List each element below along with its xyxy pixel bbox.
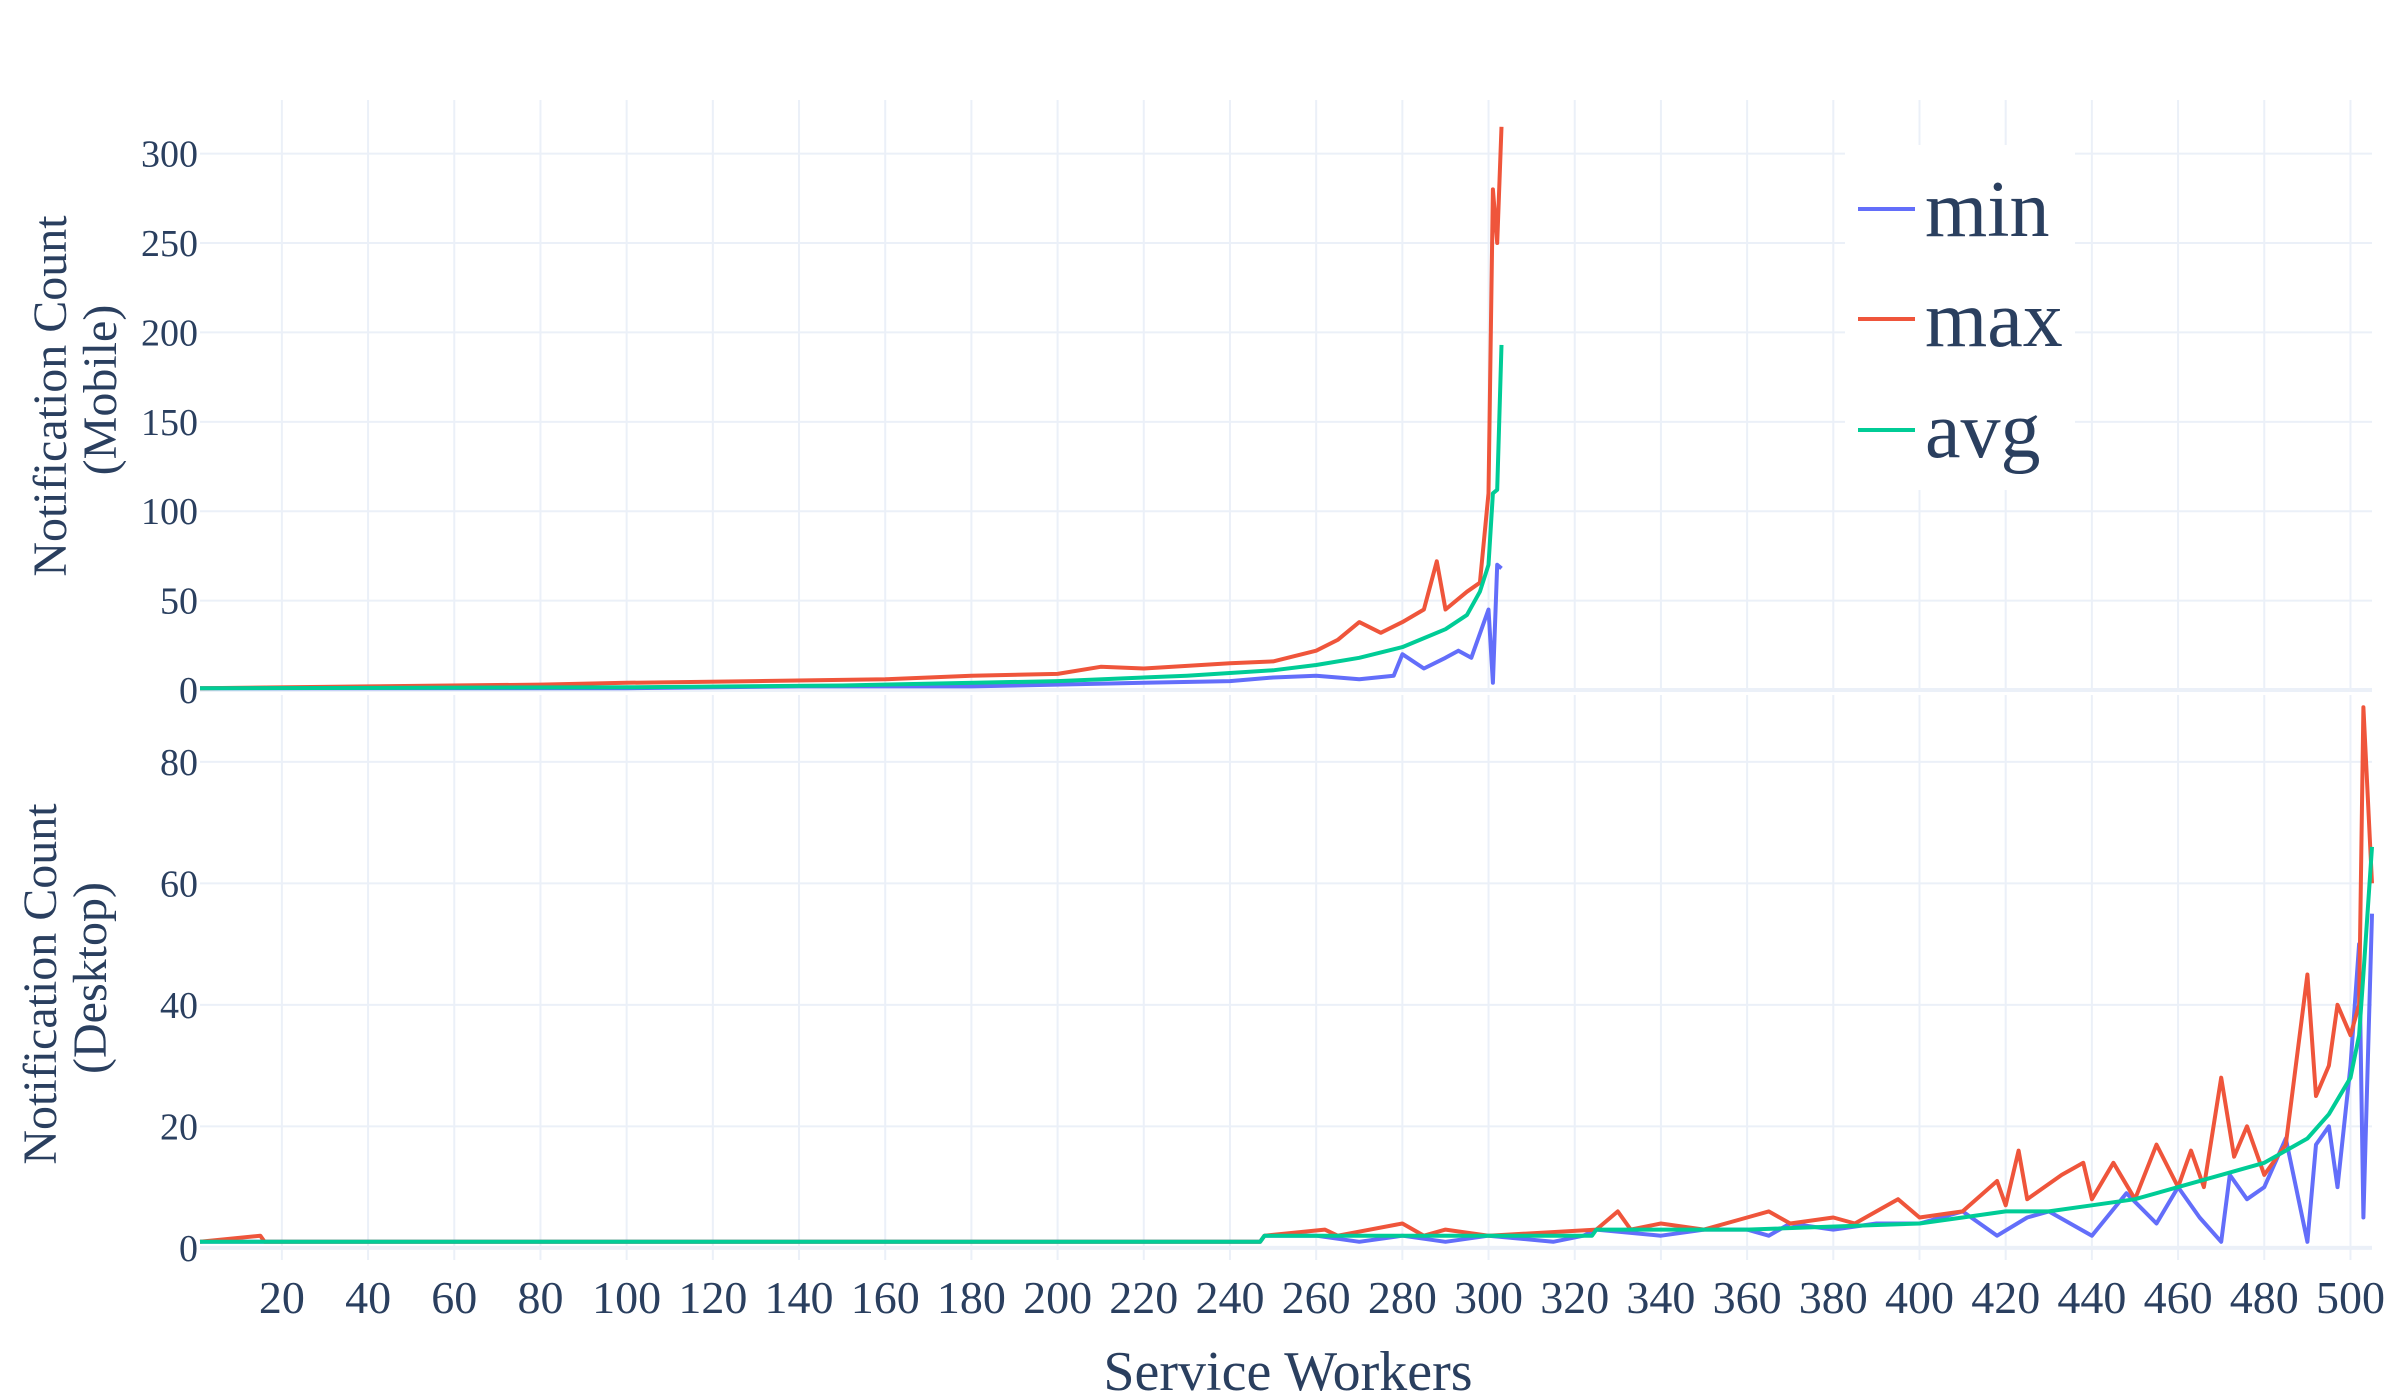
legend-label-max: max — [1925, 276, 2063, 364]
legend-label-min: min — [1925, 166, 2049, 254]
x-tick-label: 320 — [1540, 1272, 1609, 1323]
x-tick-label: 480 — [2230, 1272, 2299, 1323]
y-tick-label-desktop: 80 — [160, 742, 198, 784]
y-axis-title-desktop-line1: Notification Count — [14, 803, 67, 1165]
y-tick-label-desktop: 0 — [179, 1228, 198, 1270]
x-tick-label: 200 — [1023, 1272, 1092, 1323]
y-axis-title-mobile: Notification Count (Mobile) — [24, 203, 127, 576]
x-tick-label: 100 — [592, 1272, 661, 1323]
grid-layer — [200, 100, 2372, 1260]
y-tick-label-mobile: 300 — [141, 134, 198, 176]
x-tick-label: 180 — [937, 1272, 1006, 1323]
y-tick-label-mobile: 0 — [179, 670, 198, 712]
series-line-avg-mobile — [199, 344, 1504, 691]
x-tick-label: 400 — [1885, 1272, 1954, 1323]
y-tick-label-mobile: 50 — [160, 581, 198, 623]
legend-label-avg: avg — [1925, 387, 2041, 475]
y-axis-title-mobile-line1: Notification Count — [24, 215, 77, 577]
x-tick-label: 240 — [1195, 1272, 1264, 1323]
axis-layer: 0 50 100 150 200 250 300 0 20 40 60 80 20 40 60 80 100 12… — [141, 134, 2385, 1323]
x-tick-label: 140 — [765, 1272, 834, 1323]
x-tick-label: 60 — [431, 1272, 477, 1323]
series-line-avg-desktop — [200, 846, 2374, 1244]
x-tick-label: 20 — [259, 1272, 305, 1323]
y-tick-label-mobile: 250 — [141, 223, 198, 265]
x-tick-label: 80 — [517, 1272, 563, 1323]
x-tick-label: 500 — [2316, 1272, 2385, 1323]
x-tick-label: 380 — [1799, 1272, 1868, 1323]
y-axis-title-mobile-line2: (Mobile) — [74, 305, 127, 476]
x-tick-label: 120 — [678, 1272, 747, 1323]
y-axis-title-desktop-line2: (Desktop) — [64, 882, 117, 1074]
x-tick-label: 300 — [1454, 1272, 1523, 1323]
y-tick-label-desktop: 60 — [160, 863, 198, 905]
legend: min max avg — [1845, 145, 2075, 490]
y-tick-label-mobile: 150 — [141, 402, 198, 444]
x-tick-label: 160 — [851, 1272, 920, 1323]
x-axis-title: Service Workers — [1103, 1341, 1472, 1400]
series-layer — [199, 126, 2374, 1244]
x-tick-label: 260 — [1282, 1272, 1351, 1323]
y-tick-label-desktop: 40 — [160, 985, 198, 1027]
x-tick-label: 40 — [345, 1272, 391, 1323]
x-tick-label: 360 — [1713, 1272, 1782, 1323]
x-tick-label: 440 — [2057, 1272, 2126, 1323]
series-line-max-mobile — [199, 126, 1504, 691]
x-tick-label: 460 — [2144, 1272, 2213, 1323]
x-tick-label: 340 — [1626, 1272, 1695, 1323]
y-tick-label-mobile: 100 — [141, 491, 198, 533]
x-tick-label: 280 — [1368, 1272, 1437, 1323]
y-tick-label-desktop: 20 — [160, 1106, 198, 1148]
x-tick-label: 220 — [1109, 1272, 1178, 1323]
x-tick-label: 420 — [1971, 1272, 2040, 1323]
y-tick-label-mobile: 200 — [141, 312, 198, 354]
y-axis-title-desktop: Notification Count (Desktop) — [14, 791, 117, 1164]
